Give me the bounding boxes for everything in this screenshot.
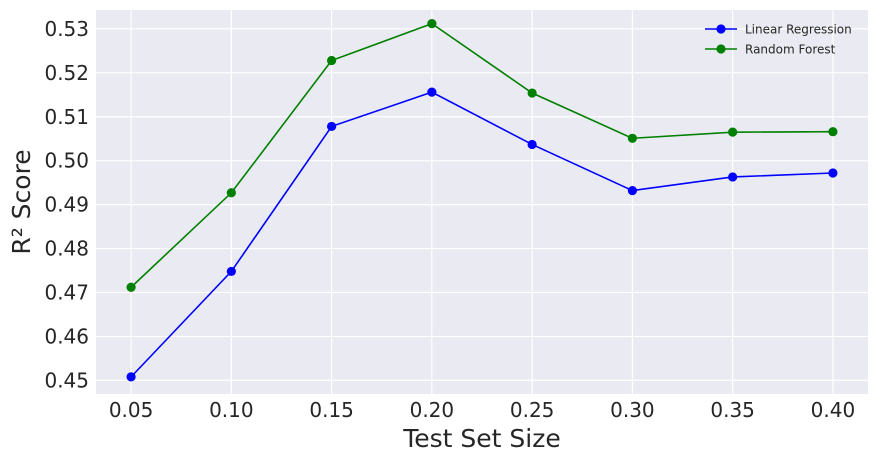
data-point-linear-regression <box>427 87 437 97</box>
x-tick-label: 0.15 <box>309 398 354 422</box>
y-tick-label: 0.52 <box>44 61 89 85</box>
legend: Linear Regression Random Forest <box>705 23 852 57</box>
legend-label-linear-regression: Linear Regression <box>745 23 852 37</box>
data-point-linear-regression <box>327 121 337 132</box>
data-point-random-forest <box>427 19 437 29</box>
legend-label-random-forest: Random Forest <box>745 43 836 57</box>
data-point-random-forest <box>327 55 337 66</box>
x-tick-label: 0.40 <box>811 398 856 422</box>
grid-lines <box>96 10 868 394</box>
series-layer <box>126 19 838 382</box>
data-point-random-forest <box>728 127 738 137</box>
y-axis-label: R² Score <box>7 149 36 254</box>
y-tick-label: 0.47 <box>44 281 89 305</box>
data-point-random-forest <box>828 127 838 137</box>
x-axis-label: Test Set Size <box>402 424 561 453</box>
y-tick-label: 0.53 <box>44 17 89 41</box>
data-point-linear-regression <box>627 185 637 196</box>
y-tick-label: 0.48 <box>44 237 89 261</box>
plot-area <box>96 10 868 394</box>
y-tick-label: 0.49 <box>44 193 89 217</box>
data-point-linear-regression <box>126 372 136 382</box>
data-point-random-forest <box>226 188 236 198</box>
data-point-linear-regression <box>828 168 838 178</box>
x-tick-labels: 0.05 0.10 0.15 0.20 0.25 0.30 0.35 0.40 <box>109 398 855 422</box>
legend-marker-random-forest <box>716 44 726 54</box>
x-tick-label: 0.20 <box>410 398 455 422</box>
y-tick-labels: 0.45 0.46 0.47 0.48 0.49 0.50 0.51 0.52 0.53 <box>44 17 89 392</box>
data-point-linear-regression <box>226 266 236 277</box>
y-tick-label: 0.51 <box>44 105 89 129</box>
series-line-random-forest <box>130 22 833 288</box>
x-tick-label: 0.10 <box>209 398 254 422</box>
data-point-random-forest <box>126 282 136 292</box>
data-point-linear-regression <box>527 139 537 150</box>
x-tick-label: 0.30 <box>610 398 655 422</box>
series-line-linear-regression <box>130 91 833 378</box>
data-point-linear-regression <box>728 172 738 182</box>
x-tick-label: 0.05 <box>109 398 154 422</box>
data-point-random-forest <box>627 133 637 143</box>
x-tick-label: 0.35 <box>710 398 755 422</box>
y-tick-label: 0.46 <box>44 324 89 348</box>
x-tick-label: 0.25 <box>510 398 555 422</box>
y-tick-label: 0.45 <box>44 368 89 392</box>
data-point-random-forest <box>527 88 537 98</box>
y-tick-label: 0.50 <box>44 149 89 173</box>
legend-marker-linear-regression <box>716 24 726 34</box>
